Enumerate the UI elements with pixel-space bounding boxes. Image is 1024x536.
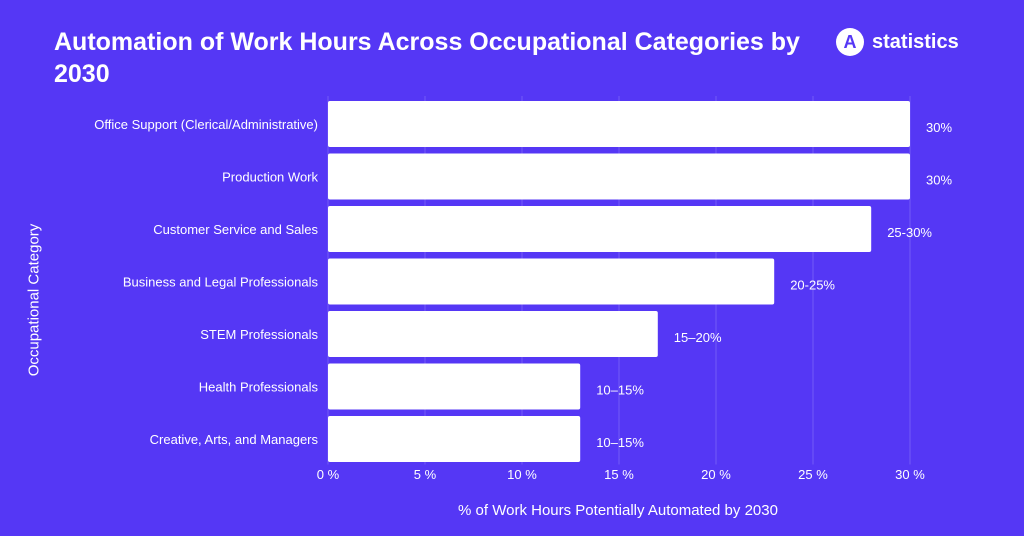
category-label: Creative, Arts, and Managers <box>150 432 319 447</box>
data-label: 20-25% <box>790 278 835 293</box>
data-label: 25-30% <box>887 225 932 240</box>
bar <box>328 311 658 357</box>
data-label: 10–15% <box>596 383 644 398</box>
x-axis-title: % of Work Hours Potentially Automated by… <box>458 502 778 519</box>
data-label: 30% <box>926 173 952 188</box>
data-label: 30% <box>926 120 952 135</box>
x-tick-label: 15 % <box>604 467 634 482</box>
data-label: 15–20% <box>674 330 722 345</box>
x-tick-label: 30 % <box>895 467 925 482</box>
bar <box>328 363 581 410</box>
brand-name: statistics <box>872 30 959 53</box>
category-label: Health Professionals <box>199 380 319 395</box>
bar <box>328 258 775 305</box>
category-label: Office Support (Clerical/Administrative) <box>94 117 318 132</box>
x-tick-label: 20 % <box>701 467 731 482</box>
category-label: STEM Professionals <box>200 327 318 342</box>
bar <box>328 153 910 200</box>
brand-logo: A statistics <box>836 28 959 56</box>
x-tick-label: 5 % <box>414 467 437 482</box>
bar <box>328 416 581 462</box>
x-tick-label: 0 % <box>317 467 340 482</box>
x-tick-label: 25 % <box>798 467 828 482</box>
category-label: Business and Legal Professionals <box>123 275 319 290</box>
category-label: Customer Service and Sales <box>153 222 318 237</box>
chart-title: Automation of Work Hours Across Occupati… <box>54 28 800 88</box>
brand-a-icon: A <box>836 28 864 56</box>
bar <box>328 101 910 147</box>
category-label: Production Work <box>222 170 318 185</box>
data-label: 10–15% <box>596 435 644 450</box>
x-tick-label: 10 % <box>507 467 537 482</box>
bar <box>328 206 872 252</box>
